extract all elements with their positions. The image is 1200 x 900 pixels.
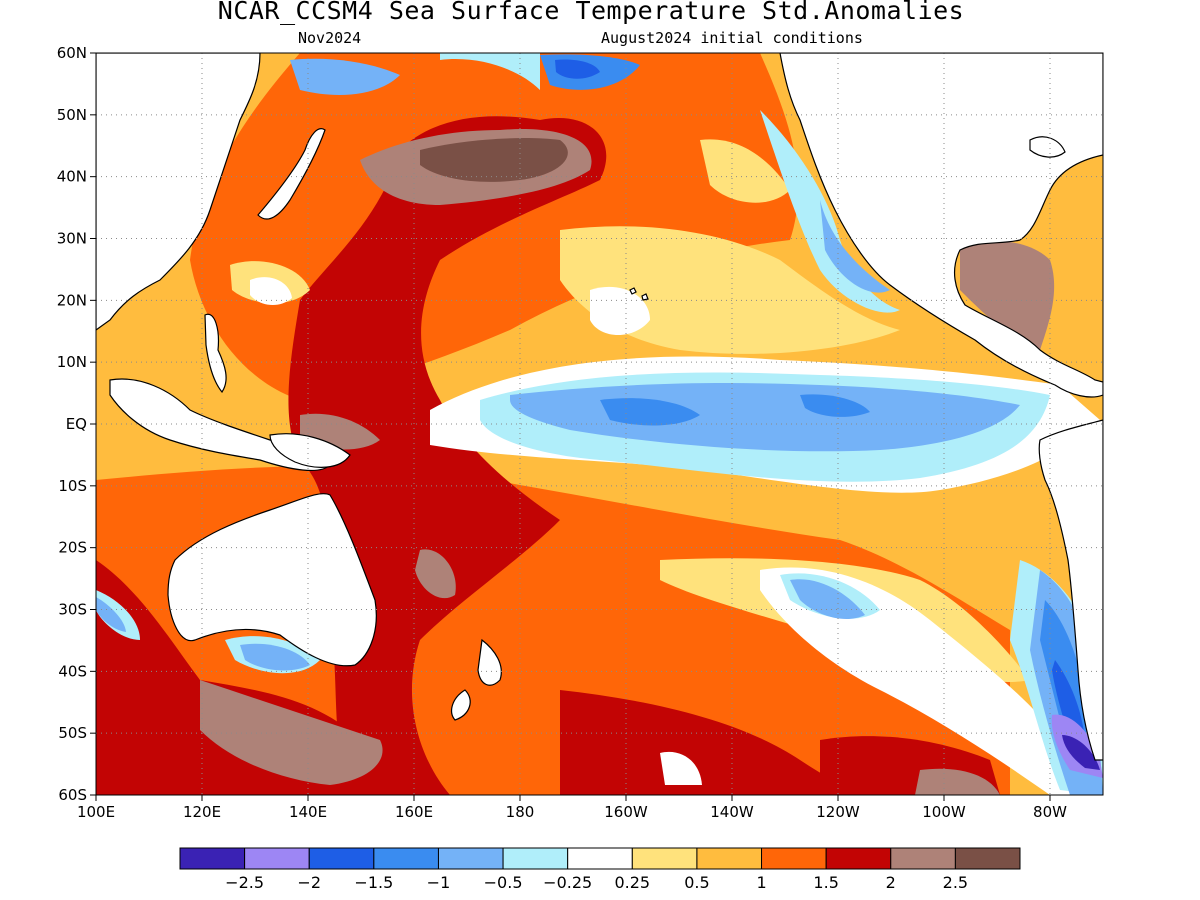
colorbar-label: −0.5 [484,873,523,892]
lat-tick-label: 20N [57,291,87,309]
colorbar-swatch [631,847,698,870]
land-japan [257,128,326,220]
lat-tick-label: EQ [66,415,87,433]
land-hawaii [629,287,649,301]
lon-tick-label: 100E [77,803,115,821]
colorbar-label: 1.5 [813,873,838,892]
colorbar-swatch [244,847,310,870]
lat-tick-label: 30N [57,230,87,248]
anomaly-region-neg-0.5 [820,200,890,293]
lat-tick-label: 40N [57,168,87,186]
lat-tick-label: 40S [58,662,87,680]
land-new-guinea [269,433,351,468]
anomaly-region-neg-0.25 [440,53,540,90]
anomaly-region-neutral [250,277,292,306]
lat-tick-label: 10S [58,477,87,495]
map-panel [96,53,1103,795]
colorbar-label: 0.25 [614,873,650,892]
colorbar-swatch [825,847,892,870]
colorbar-label: 2.5 [943,873,968,892]
anomaly-region-gt-2 [960,241,1055,350]
colorbar-swatch [179,847,246,870]
colorbar-label: −2.5 [225,873,264,892]
colorbar-swatch [761,847,827,870]
colorbar-swatch [696,847,763,870]
colorbar-label: 1 [756,873,766,892]
anomaly-region-gt-2 [915,768,1000,795]
lat-tick-label: 50S [58,724,87,742]
colorbar-label: −1.5 [354,873,393,892]
anomaly-region-neg-1.5 [1052,660,1085,740]
anomaly-region-neg-1 [800,394,870,417]
anomaly-region-neg-0.5 [290,58,400,95]
anomaly-region-gt-2 [200,680,383,785]
map-gridlines [96,53,1103,795]
anomaly-region-neutral [660,751,702,785]
colorbar-label: 0.5 [684,873,709,892]
anomaly-region-neutral [760,567,1103,795]
colorbar-label: −2 [297,873,321,892]
lon-tick-label: 160W [604,803,648,821]
lon-tick-label: 140E [289,803,327,821]
anomaly-region-1.5-2 [560,690,870,795]
lat-tick-label: 50N [57,106,87,124]
colorbar-swatch [308,847,375,870]
colorbar: −2.5 −2 −1.5 −1 −0.5 −0.25 0.25 0.5 1 1.5 2 2.5 [179,847,1021,892]
lon-tick-label: 80W [1033,803,1067,821]
anomaly-region-0.25-0.5 [700,139,790,203]
land-asia [96,53,261,331]
colorbar-label: −1 [427,873,451,892]
lon-tick-label: 140W [710,803,754,821]
lon-tick-label: 120E [183,803,221,821]
colorbar-swatch [373,847,439,870]
lat-tick-label: 20S [58,539,87,557]
lon-tick-label: 120W [816,803,860,821]
colorbar-swatch [567,847,633,870]
colorbar-label: 2 [886,873,896,892]
colorbar-swatch [890,847,956,870]
land-new-zealand [451,638,502,721]
anomaly-region-neg-0.25 [96,590,140,640]
anomaly-region-neg-1 [600,398,700,426]
anomaly-region-gt-2.5 [420,138,568,182]
anomaly-region-neg-0.5 [240,643,310,671]
lat-tick-label: 30S [58,601,87,619]
colorbar-swatch [437,847,504,870]
anomaly-region-neutral [590,286,650,335]
anomaly-region-neg-2.5 [1062,735,1100,770]
lon-tick-label: 180 [506,803,535,821]
lon-tick-label: 100W [922,803,966,821]
map-title: NCAR_CCSM4 Sea Surface Temperature Std.A… [217,0,965,25]
lat-tick-label: 60S [58,786,87,804]
lat-tick-label: 10N [57,353,87,371]
lat-tick-label: 60N [57,44,87,62]
land-masses [96,53,1103,761]
anomaly-region-neg-1.5 [555,59,600,79]
initial-conditions: August2024 initial conditions [601,29,863,47]
forecast-month: Nov2024 [298,29,362,47]
land-australia [167,493,377,667]
land-greenland-canada [1029,136,1066,158]
anomaly-region-neg-0.25 [760,110,900,313]
land-north-america [779,53,1103,398]
colorbar-swatch [954,847,1021,870]
colorbar-label: −0.25 [543,873,592,892]
colorbar-swatch [502,847,569,870]
map-axes: 60N50N40N30N20N10NEQ10S20S30S40S50S60S10… [57,44,1067,821]
lon-tick-label: 160E [395,803,433,821]
anomaly-region-neg-0.5 [96,597,126,632]
anomaly-region-gt-2 [415,549,456,599]
land-philippines [204,313,227,394]
